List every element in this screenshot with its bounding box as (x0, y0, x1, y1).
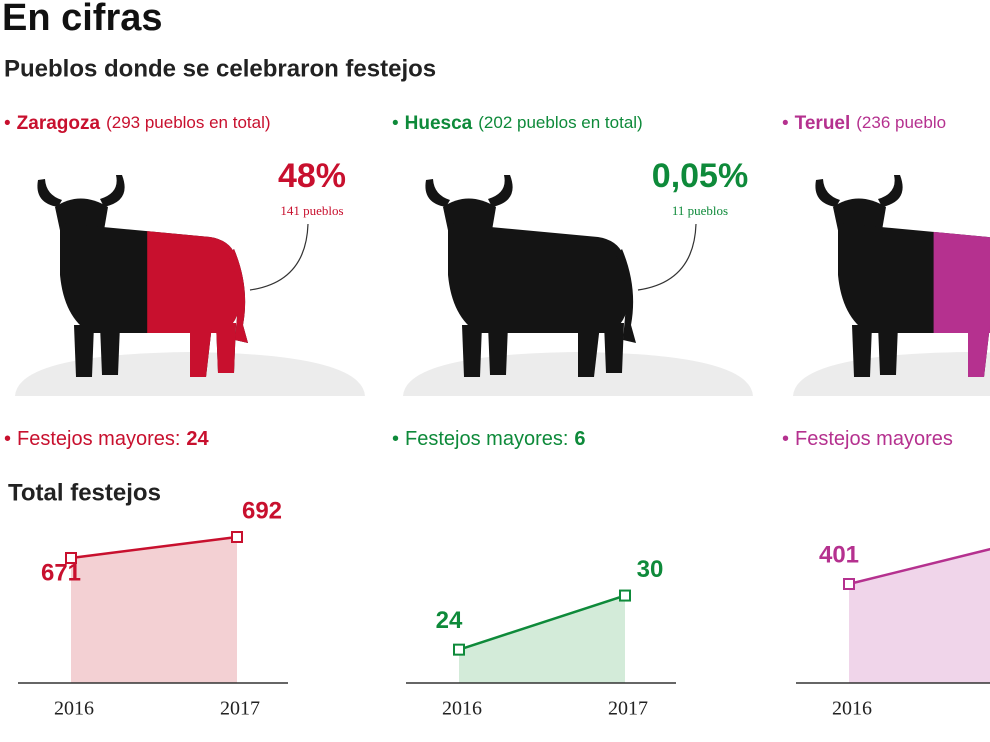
region: • Huesca (202 pueblos en total) 0,05% 11 pue… (392, 113, 753, 450)
bull-part (488, 175, 513, 207)
region-detail: (293 pueblos en total) (106, 113, 270, 132)
bull-part (216, 323, 236, 373)
region-name: Zaragoza (17, 113, 101, 134)
value-label: 24 (436, 607, 463, 634)
point (843, 578, 855, 590)
share-fill (147, 231, 248, 377)
callout (249, 223, 309, 291)
section-title: Total festejos (8, 479, 161, 506)
point (231, 531, 243, 543)
bull-part (488, 325, 508, 375)
bullet: • (782, 428, 789, 450)
major-label: • Festejos mayores: 24 (4, 428, 210, 450)
line-chart: 401 2016 (796, 541, 990, 720)
major-text: Festejos mayores: (17, 428, 180, 450)
bull (815, 175, 990, 377)
subtitle: Pueblos donde se celebraron festejos (4, 55, 436, 82)
bull-part (933, 231, 990, 333)
bullet: • (4, 113, 11, 134)
value-label: 671 (41, 559, 81, 586)
bull-part (852, 325, 872, 377)
region-name: Teruel (795, 113, 851, 134)
region-detail: (236 pueblo (856, 113, 946, 132)
bullet: • (782, 113, 789, 134)
bull-part (74, 325, 94, 377)
bull-part (147, 231, 240, 333)
region-detail: (202 pueblos en total) (478, 113, 642, 132)
bull-part (578, 325, 600, 377)
bull-part (448, 223, 628, 333)
bull-part (190, 325, 212, 377)
region-header: • Zaragoza (293 pueblos en total) (4, 113, 271, 134)
region-header: • Teruel (236 pueblo (782, 113, 946, 134)
bull-part (968, 325, 990, 377)
bull (37, 175, 248, 377)
x-tick-label: 2016 (54, 698, 94, 720)
major-label: • Festejos mayores (782, 428, 953, 450)
line (70, 535, 238, 560)
point (65, 552, 77, 564)
point (453, 643, 465, 656)
value-label: 401 (819, 541, 859, 568)
region-header: • Huesca (202 pueblos en total) (392, 113, 643, 134)
bull-part (425, 179, 450, 207)
major-text: Festejos mayores (795, 428, 953, 450)
area (71, 537, 237, 683)
bullet: • (392, 113, 399, 134)
region-name: Huesca (405, 113, 473, 134)
bull-part (878, 175, 903, 207)
bull-part (604, 323, 624, 373)
bull-part (100, 175, 125, 207)
bull-part (815, 179, 840, 207)
bull-part (228, 249, 248, 343)
title: En cifras (2, 0, 163, 39)
bullet: • (392, 428, 399, 450)
region: • Zaragoza (293 pueblos en total) 48% 141 pu… (4, 113, 365, 450)
area (849, 549, 990, 683)
share-label: 0,05% (652, 157, 748, 195)
major-value: 6 (574, 428, 585, 450)
point (619, 589, 631, 602)
share-label: 48% (278, 157, 346, 195)
major-value: 24 (186, 428, 209, 450)
bull (425, 175, 636, 377)
callout (637, 223, 697, 291)
bull-part (616, 249, 636, 343)
major-label: • Festejos mayores: 6 (392, 428, 586, 450)
towns-label: 11 pueblos (672, 203, 728, 218)
bull-part (878, 325, 898, 375)
line-chart: 671 2016 692 2017 (18, 497, 288, 720)
value-label: 30 (637, 556, 664, 583)
area (459, 595, 625, 683)
share-fill (933, 231, 990, 377)
line (848, 547, 990, 586)
bullet: • (4, 428, 11, 450)
bull-part (462, 325, 482, 377)
value-label: 692 (242, 497, 282, 524)
bull-part (37, 179, 62, 207)
x-tick-label: 2016 (442, 698, 482, 720)
towns-label: 141 pueblos (280, 203, 343, 218)
bull-part (100, 325, 120, 375)
x-tick-label: 2016 (832, 698, 872, 720)
major-text: Festejos mayores: (405, 428, 568, 450)
x-tick-label: 2017 (608, 698, 648, 720)
line (458, 594, 626, 651)
line-chart: 24 2016 30 2017 (406, 556, 676, 720)
region: • Teruel (236 pueblo • Festejos mayores (782, 113, 990, 450)
x-tick-label: 2017 (220, 698, 260, 720)
